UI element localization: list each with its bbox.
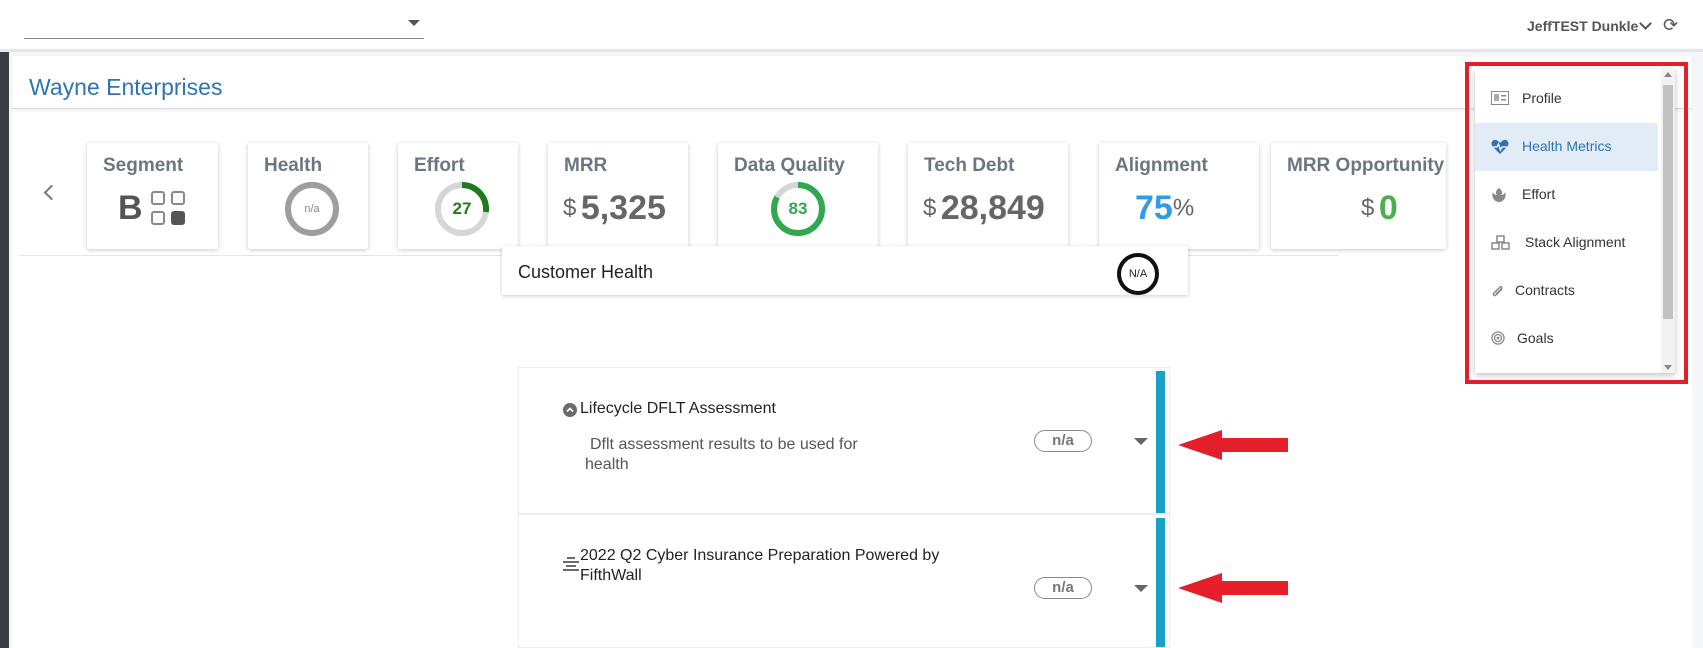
mrr-opportunity-amount: $ 0 — [1361, 189, 1398, 228]
health-value: n/a — [304, 203, 320, 215]
currency-symbol: $ — [1361, 194, 1375, 222]
top-bar: JeffTEST Dunkle ⟳ — [0, 0, 1703, 52]
customer-health-score-badge: N/A — [1117, 253, 1159, 295]
currency-symbol: $ — [563, 194, 577, 222]
heartbeat-icon — [1491, 139, 1509, 158]
mrr-amount: $ 5,325 — [563, 189, 666, 228]
menu-item-goals[interactable]: Goals — [1475, 315, 1658, 363]
account-title-row: Wayne Enterprises — [12, 56, 1692, 109]
metric-label: Tech Debt — [924, 155, 1015, 176]
metric-label: Effort — [414, 155, 465, 176]
caret-down-icon[interactable] — [1134, 585, 1148, 592]
paperclip-icon — [1491, 283, 1505, 302]
health-metric-title: Lifecycle DFLT Assessment — [580, 400, 776, 417]
metric-label: Health — [264, 155, 323, 176]
menu-scrollbar[interactable] — [1661, 69, 1675, 373]
annotation-arrow — [1178, 573, 1288, 603]
caret-down-icon[interactable] — [408, 20, 420, 26]
left-edge-strip — [0, 52, 9, 648]
menu-item-label: Profile — [1522, 90, 1562, 106]
chevron-left-icon[interactable] — [43, 184, 60, 201]
menu-item-label: Contracts — [1515, 282, 1575, 298]
metric-label: MRR — [564, 155, 608, 176]
currency-symbol: $ — [923, 194, 937, 222]
metric-card-tech-debt[interactable]: Tech Debt $ 28,849 — [908, 143, 1068, 249]
metric-label: Alignment — [1115, 155, 1208, 176]
menu-item-label: Stack Alignment — [1525, 234, 1626, 250]
menu-item-effort[interactable]: Effort — [1475, 171, 1658, 219]
menu-item-health-metrics[interactable]: Health Metrics — [1475, 123, 1658, 171]
scrollbar-thumb[interactable] — [1663, 85, 1673, 319]
user-menu[interactable]: JeffTEST Dunkle — [1527, 18, 1639, 34]
metric-label: Segment — [103, 155, 184, 176]
data-quality-ring — [771, 182, 825, 236]
bullseye-icon — [1491, 331, 1505, 348]
caret-down-icon[interactable] — [1134, 438, 1148, 445]
customer-health-card: Customer Health N/A — [502, 246, 1188, 295]
menu-item-label: Goals — [1517, 330, 1554, 346]
status-bar — [1156, 518, 1165, 647]
scroll-down-icon[interactable] — [1664, 365, 1672, 370]
mrr-value: 5,325 — [580, 189, 666, 227]
menu-item-contracts[interactable]: Contracts — [1475, 267, 1658, 315]
segment-value: B — [118, 189, 143, 227]
effort-ring — [435, 182, 489, 236]
effort-value: 27 — [452, 199, 472, 218]
metric-card-mrr-opportunity[interactable]: MRR Opportunity $ 0 — [1271, 143, 1446, 249]
metric-card-data-quality[interactable]: Data Quality 83 — [718, 143, 878, 249]
health-metric-title: 2022 Q2 Cyber Insurance Preparation Powe… — [580, 547, 940, 584]
chevron-up-circle-icon[interactable] — [563, 403, 577, 420]
refresh-icon[interactable]: ⟳ — [1663, 15, 1679, 35]
health-metric-item[interactable]: 2022 Q2 Cyber Insurance Preparation Powe… — [518, 514, 1170, 648]
annotation-highlight-box — [1465, 62, 1688, 384]
metric-card-segment[interactable]: Segment B — [87, 143, 218, 249]
customer-health-title: Customer Health — [518, 262, 654, 282]
metric-label: Data Quality — [734, 155, 845, 176]
account-title: Wayne Enterprises — [29, 74, 223, 100]
rebel-icon — [1491, 187, 1507, 206]
tech-debt-amount: $ 28,849 — [923, 189, 1045, 228]
segment-grid-icon — [151, 191, 187, 227]
metric-card-mrr[interactable]: MRR $ 5,325 — [548, 143, 688, 249]
percent-unit: % — [1172, 194, 1195, 222]
align-center-icon — [563, 557, 579, 574]
health-metric-item[interactable]: Lifecycle DFLT Assessment Dflt assessmen… — [518, 367, 1170, 514]
health-metric-score: n/a — [1034, 430, 1092, 452]
menu-item-label: Effort — [1522, 186, 1556, 202]
menu-item-label: Health Metrics — [1522, 138, 1612, 154]
id-card-icon — [1491, 91, 1509, 108]
alignment-amount: 75% — [1135, 189, 1194, 228]
health-metric-description: Dflt assessment results to be used for h… — [585, 436, 858, 473]
metric-card-health[interactable]: Health n/a — [248, 143, 368, 249]
effort-ring-fill — [435, 182, 489, 236]
alignment-value: 75 — [1135, 189, 1173, 227]
cubes-icon — [1491, 235, 1511, 254]
scroll-up-icon[interactable] — [1664, 72, 1672, 77]
metric-card-alignment[interactable]: Alignment 75% — [1099, 143, 1259, 249]
metric-card-effort[interactable]: Effort 27 — [398, 143, 518, 249]
tech-debt-value: 28,849 — [940, 189, 1045, 227]
section-dropdown-menu: Profile Health Metrics Effort Stack Alig… — [1475, 69, 1675, 373]
health-ring — [285, 182, 339, 236]
menu-item-stack-alignment[interactable]: Stack Alignment — [1475, 219, 1658, 267]
data-quality-ring-fill — [771, 182, 825, 236]
menu-item-profile[interactable]: Profile — [1475, 75, 1658, 123]
account-select[interactable] — [24, 14, 424, 39]
mrr-opportunity-value: 0 — [1378, 189, 1398, 227]
metric-label: MRR Opportunity — [1287, 155, 1445, 176]
health-metric-score: n/a — [1034, 577, 1092, 599]
chevron-down-icon[interactable] — [1639, 17, 1652, 30]
data-quality-value: 83 — [788, 199, 808, 218]
status-bar — [1156, 371, 1165, 513]
annotation-arrow — [1178, 430, 1288, 460]
